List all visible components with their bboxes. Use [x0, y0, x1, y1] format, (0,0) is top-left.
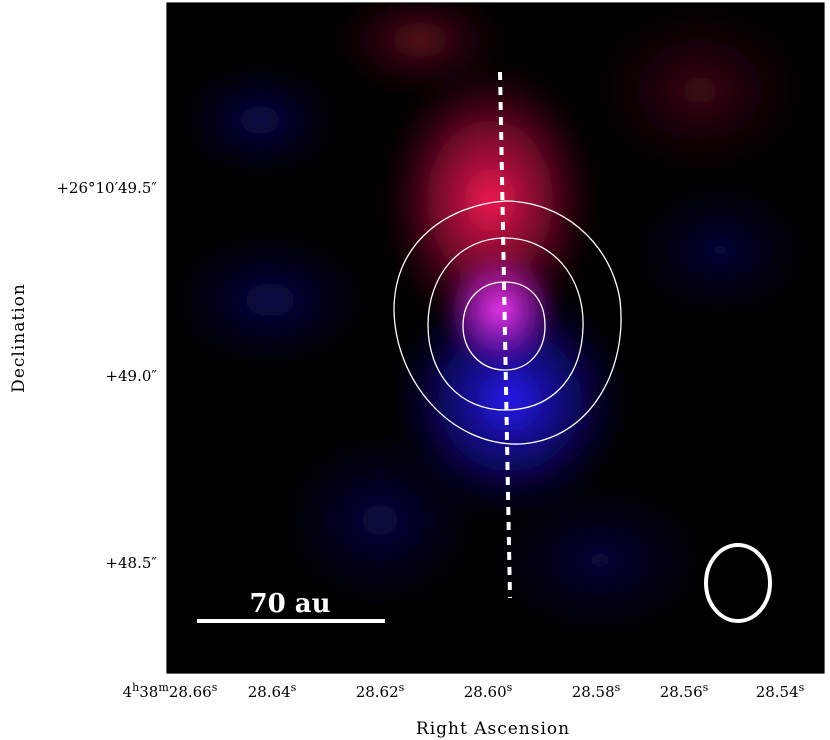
- x-tick-label-2: 28.64s: [248, 681, 297, 701]
- y-tick-label-2: +49.0″: [105, 367, 157, 385]
- x-tick-label-1: 4h38m28.66s: [123, 681, 218, 701]
- x-tick-label-7: 28.54s: [756, 681, 805, 701]
- x-axis-title: Right Ascension: [416, 719, 570, 739]
- intensity-contours: [393, 200, 622, 445]
- plot-frame: [166, 2, 825, 674]
- contour-inner: [462, 281, 546, 371]
- x-tick-label-4: 28.60s: [464, 681, 513, 701]
- x-tick-label-6: 28.56s: [660, 681, 709, 701]
- y-axis-title: Declination: [9, 283, 29, 393]
- y-tick-label-1: +26°10′49.5″: [56, 179, 157, 197]
- contour-middle: [427, 237, 584, 411]
- scale-bar-label: 70 au: [250, 589, 331, 619]
- x-tick-label-3: 28.62s: [356, 681, 405, 701]
- tick-marks: [167, 3, 824, 673]
- contour-outer: [393, 200, 622, 445]
- emission-image: 70 au: [167, 3, 824, 673]
- beam-ellipse: [704, 543, 772, 623]
- x-tick-label-5: 28.58s: [572, 681, 621, 701]
- y-tick-label-3: +48.5″: [105, 554, 157, 572]
- outflow-axis-line: [498, 71, 512, 599]
